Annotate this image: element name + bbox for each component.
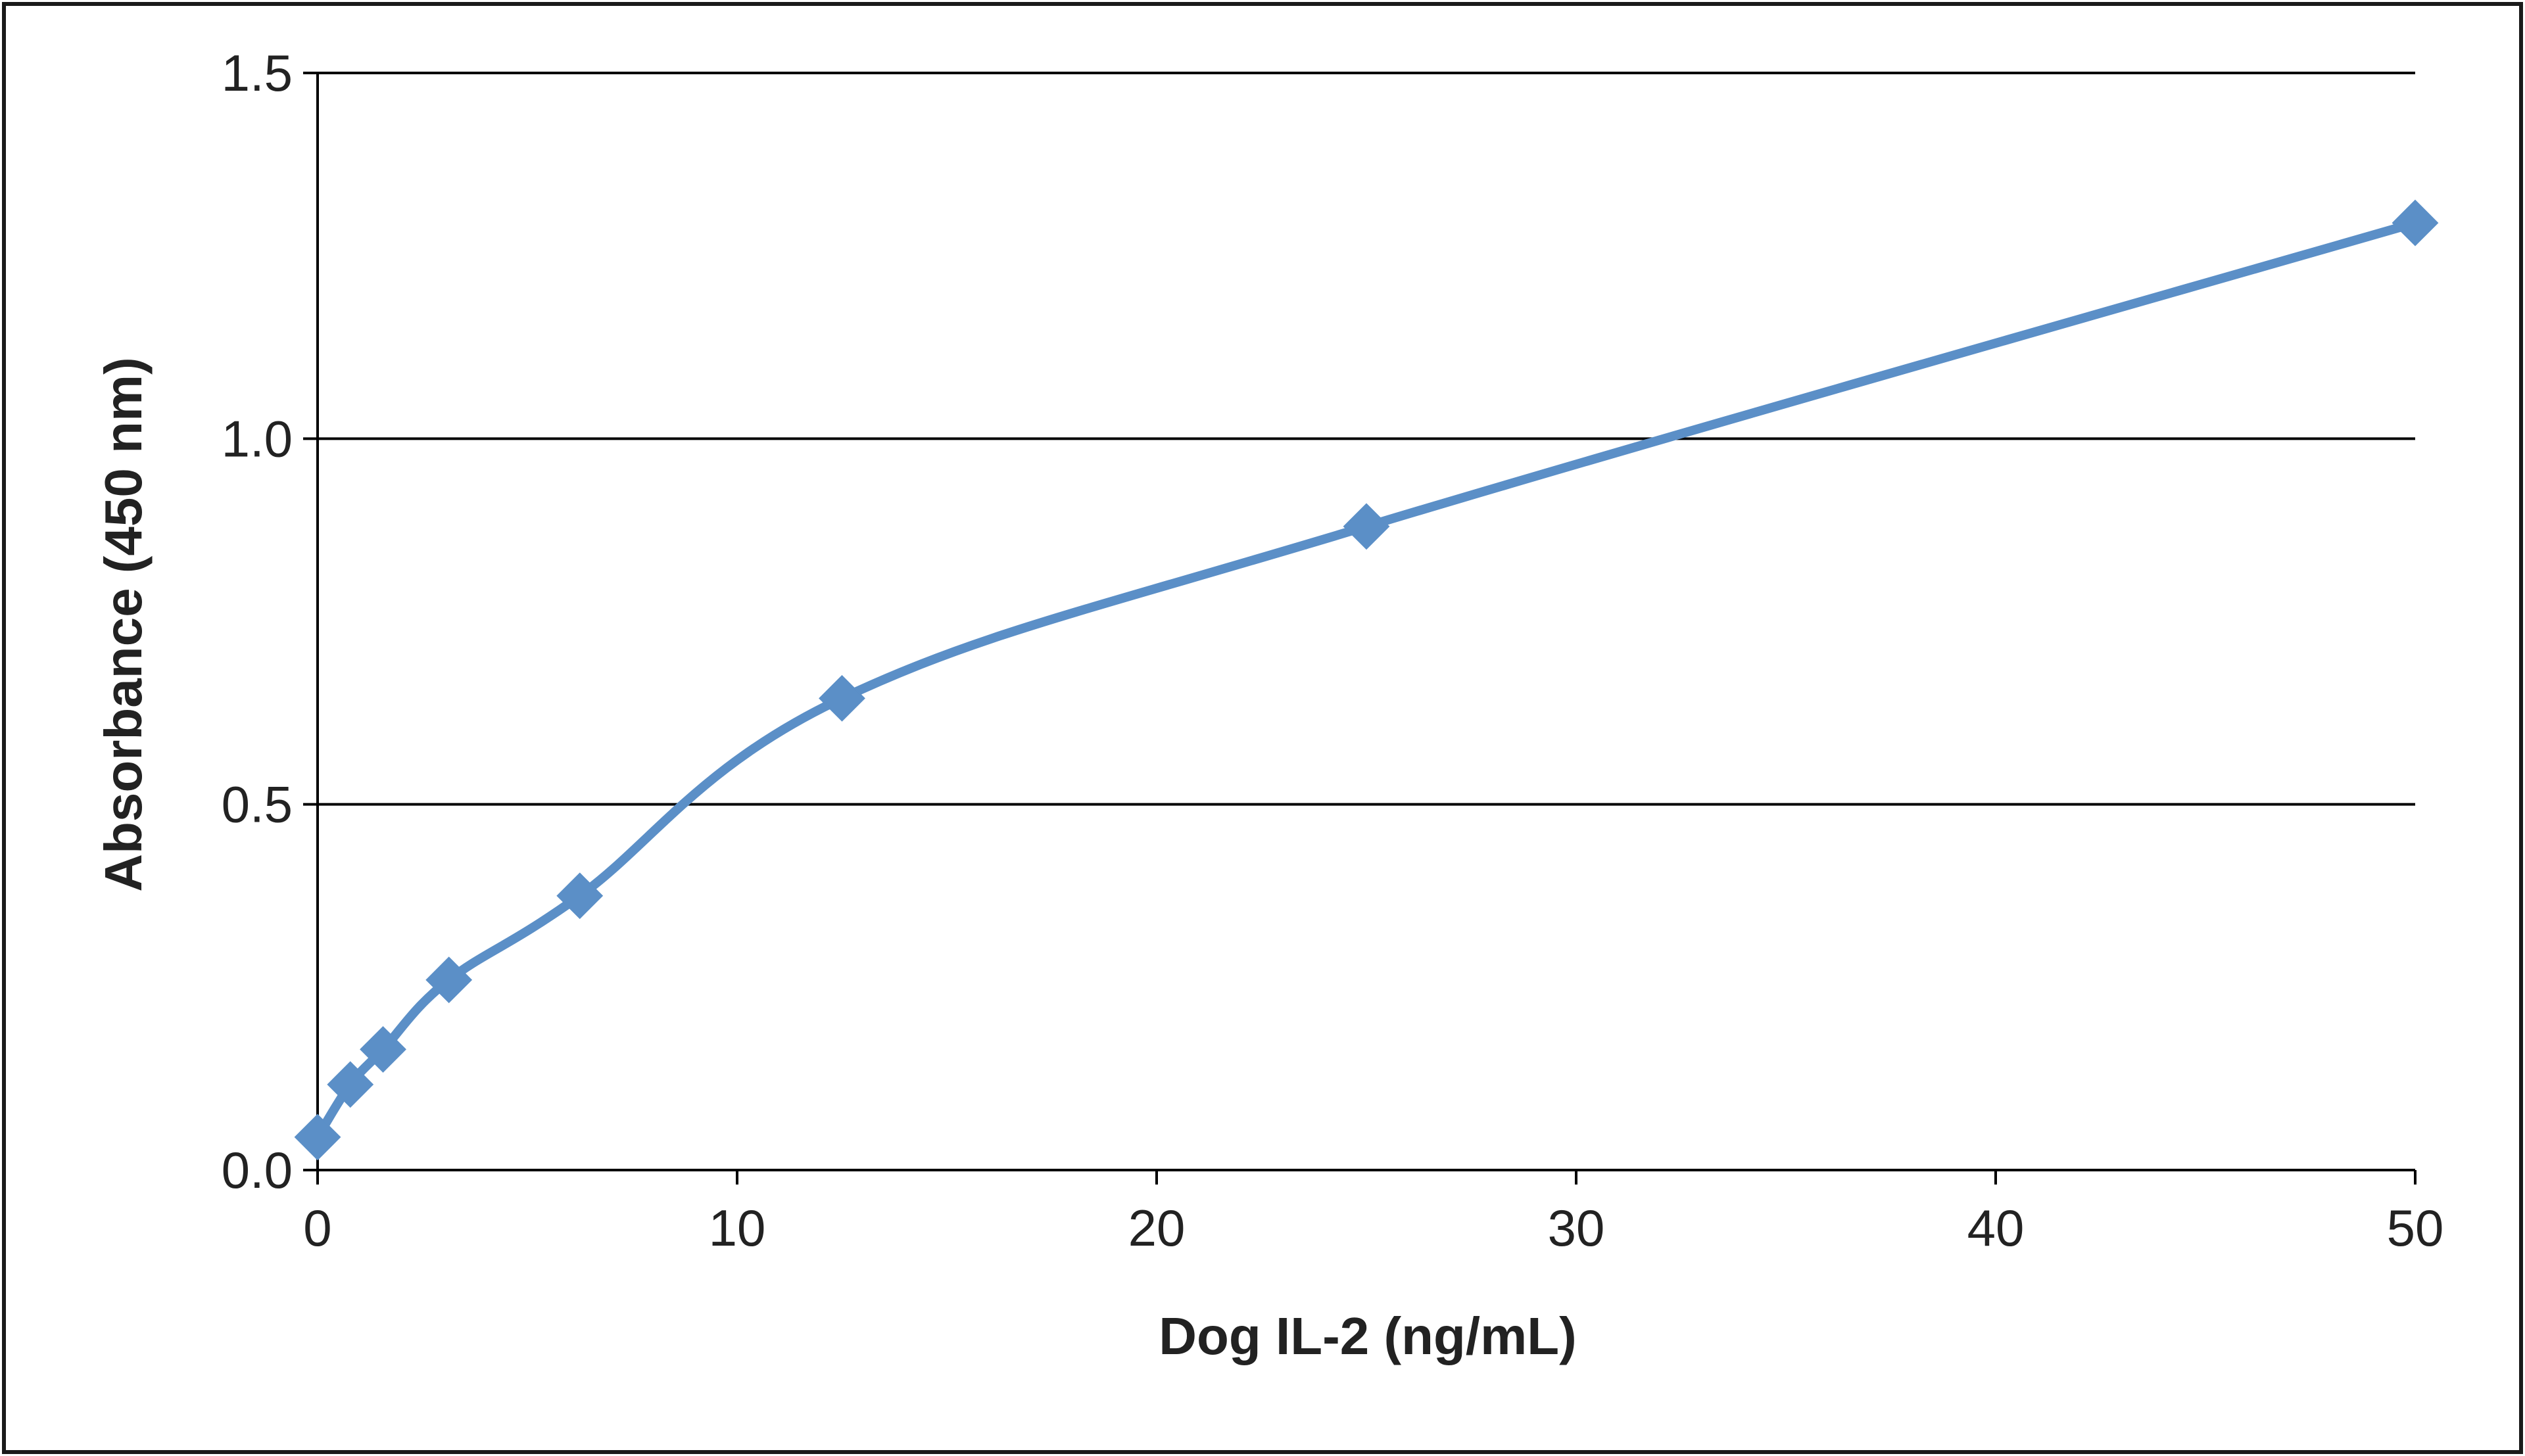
y-axis-title: Absorbance (450 nm) [94, 357, 153, 892]
x-tick-label: 50 [2387, 1199, 2444, 1257]
y-tick-label: 0.0 [222, 1141, 293, 1199]
axes [303, 72, 2417, 1185]
x-tick-label: 0 [303, 1199, 331, 1257]
data-point-marker [819, 674, 865, 722]
y-tick-label: 0.5 [222, 776, 293, 834]
data-point-marker [327, 1061, 374, 1108]
y-tick-label: 1.0 [222, 410, 293, 467]
y-tick-label: 1.5 [222, 44, 293, 102]
x-tick-label: 20 [1128, 1199, 1186, 1257]
data-point-marker [360, 1025, 406, 1073]
gridlines [318, 72, 2415, 806]
x-axis-title: Dog IL-2 (ng/mL) [1159, 1307, 1576, 1365]
data-point-marker [2392, 199, 2439, 247]
x-tick-label: 30 [1548, 1199, 1605, 1257]
x-tick-label: 10 [709, 1199, 766, 1257]
x-tick-label: 40 [1967, 1199, 2025, 1257]
data-point-marker [556, 872, 604, 920]
series-markers [294, 199, 2439, 1161]
data-point-marker [294, 1114, 341, 1161]
data-point-marker [1343, 503, 1390, 550]
tick-labels: 0.0 0.5 1.0 1.5 0 10 20 30 40 50 [222, 44, 2444, 1257]
data-point-marker [425, 956, 473, 1004]
